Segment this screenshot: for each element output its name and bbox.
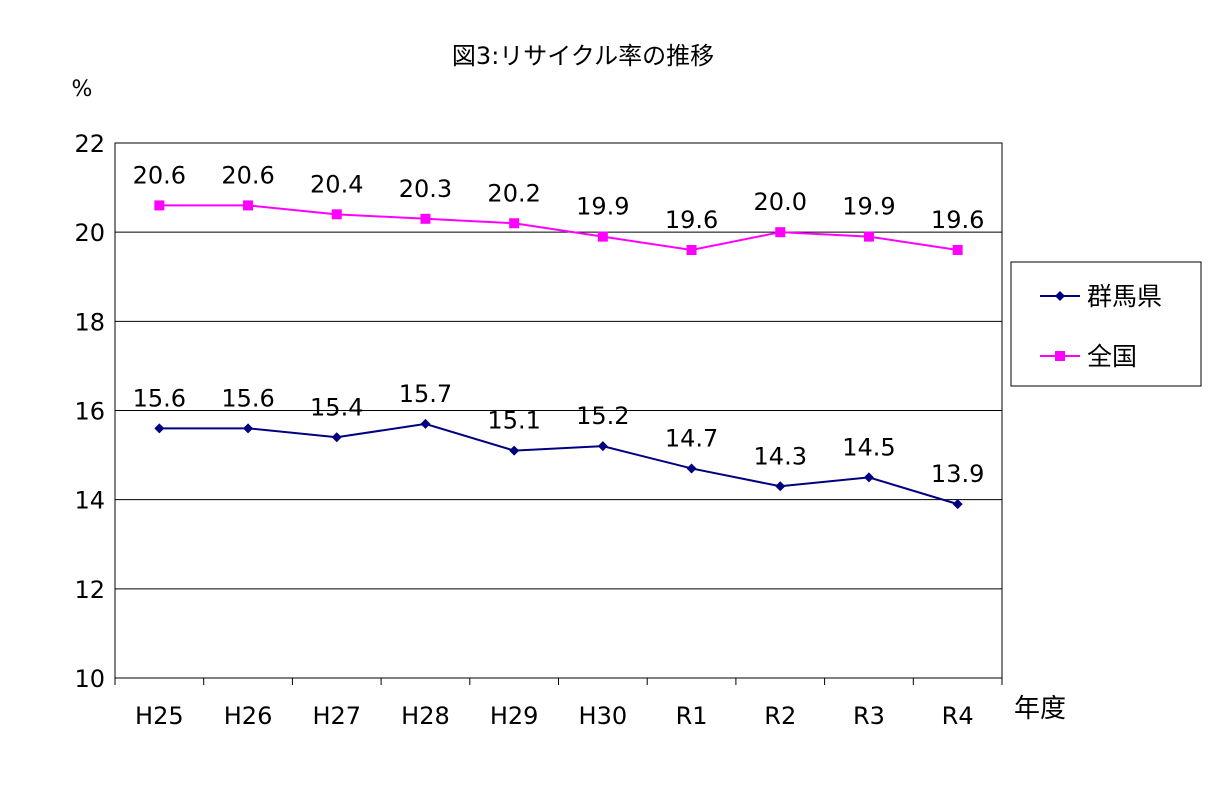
data-label: 20.4 bbox=[310, 170, 363, 198]
data-point bbox=[775, 481, 786, 492]
data-label: 15.2 bbox=[576, 402, 629, 430]
x-tick-label: H30 bbox=[579, 702, 628, 730]
data-label: 19.9 bbox=[576, 193, 629, 221]
y-tick-label: 16 bbox=[74, 398, 105, 426]
data-point bbox=[509, 218, 520, 229]
data-label: 14.7 bbox=[665, 424, 718, 452]
data-label: 20.2 bbox=[487, 179, 540, 207]
data-point bbox=[243, 423, 254, 434]
x-tick-label: H27 bbox=[312, 702, 361, 730]
data-point bbox=[686, 463, 697, 474]
x-tick-label: R2 bbox=[764, 702, 796, 730]
data-point bbox=[597, 231, 608, 242]
chart-title: 図3:リサイクル率の推移 bbox=[452, 42, 714, 70]
legend-marker bbox=[1055, 351, 1065, 361]
y-tick-label: 12 bbox=[74, 576, 105, 604]
data-point bbox=[331, 209, 342, 220]
data-point bbox=[686, 245, 697, 255]
data-point bbox=[154, 200, 165, 211]
y-tick-label: 10 bbox=[74, 665, 105, 693]
data-point bbox=[775, 227, 786, 238]
x-tick-label: R3 bbox=[853, 702, 885, 730]
data-point bbox=[331, 432, 342, 443]
x-tick-label: H28 bbox=[401, 702, 450, 730]
series-line-2 bbox=[159, 204, 958, 252]
x-tick-label: R1 bbox=[676, 702, 708, 730]
y-axis-label: % bbox=[72, 77, 93, 102]
data-point bbox=[420, 418, 431, 429]
x-tick-label: H29 bbox=[490, 702, 539, 730]
data-label: 19.6 bbox=[665, 206, 718, 234]
y-tick-label: 20 bbox=[74, 219, 105, 247]
data-label: 15.7 bbox=[399, 380, 452, 408]
data-point bbox=[952, 245, 963, 255]
data-point bbox=[863, 231, 874, 242]
data-label: 20.0 bbox=[754, 188, 807, 216]
data-label: 15.1 bbox=[487, 407, 540, 435]
data-point bbox=[597, 441, 608, 452]
data-label: 13.9 bbox=[931, 460, 984, 488]
data-label: 14.3 bbox=[754, 442, 807, 470]
data-label: 20.3 bbox=[399, 175, 452, 203]
y-tick-label: 18 bbox=[74, 308, 105, 336]
data-label: 15.6 bbox=[133, 384, 186, 412]
data-label: 19.9 bbox=[842, 193, 895, 221]
data-point bbox=[154, 423, 165, 434]
x-tick-label: H25 bbox=[135, 702, 184, 730]
data-label: 20.6 bbox=[221, 161, 274, 189]
data-point bbox=[952, 499, 963, 510]
y-tick-label: 22 bbox=[74, 130, 105, 158]
data-point bbox=[243, 200, 254, 211]
data-point bbox=[863, 472, 874, 483]
data-label: 15.6 bbox=[221, 384, 274, 412]
legend-label: 群馬県 bbox=[1087, 282, 1162, 311]
data-label: 20.6 bbox=[133, 161, 186, 189]
x-axis-label: 年度 bbox=[1014, 694, 1066, 724]
legend-marker bbox=[1055, 291, 1065, 301]
x-tick-label: H26 bbox=[224, 702, 273, 730]
data-label: 14.5 bbox=[842, 433, 895, 461]
data-label: 19.6 bbox=[931, 206, 984, 234]
x-tick-label: R4 bbox=[942, 702, 974, 730]
data-label: 15.4 bbox=[310, 393, 363, 421]
series-line-1 bbox=[159, 422, 958, 506]
data-point bbox=[420, 213, 431, 224]
y-tick-label: 14 bbox=[74, 487, 105, 515]
legend-label: 全国 bbox=[1087, 342, 1137, 371]
data-point bbox=[509, 445, 520, 456]
